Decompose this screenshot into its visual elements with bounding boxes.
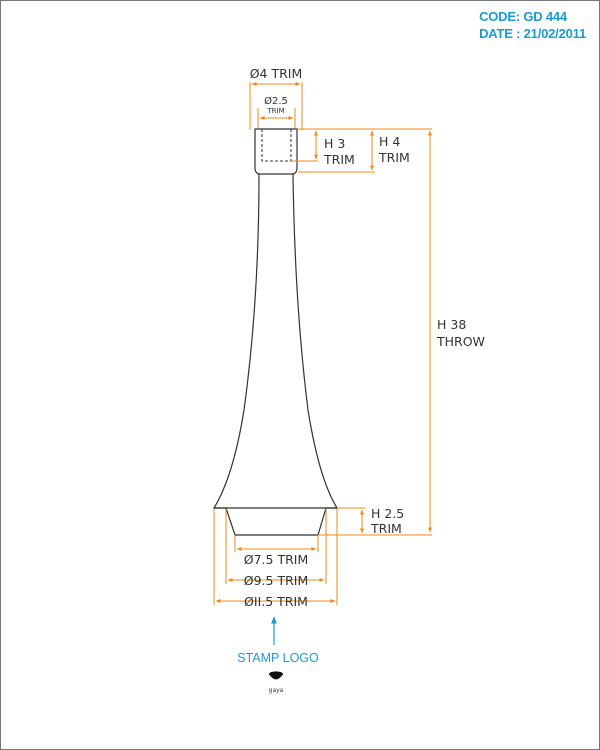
h3-value-label: H 3 — [324, 136, 345, 151]
h4-value-label: H 4 — [379, 134, 400, 149]
stamp-logo-label: STAMP LOGO — [237, 651, 319, 665]
diameter-7-5-label: Ø7.5 TRIM — [244, 552, 308, 567]
h4-trim-label: TRIM — [378, 150, 410, 165]
diameter-11-5-label: ØII.5 TRIM — [244, 594, 308, 609]
h25-trim-label: TRIM — [370, 521, 402, 536]
top-inner-trim-label: TRIM — [266, 107, 284, 115]
h38-value-label: H 38 — [437, 317, 466, 332]
gaya-logo-icon — [269, 671, 283, 680]
top-inner-diameter-label: Ø2.5 — [264, 95, 288, 107]
base-outline — [214, 507, 337, 536]
h25-value-label: H 2.5 — [371, 506, 404, 521]
dimension-lines — [213, 82, 432, 605]
object-outline — [212, 128, 339, 536]
head-inner-bore — [261, 129, 292, 162]
top-outer-diameter-label: Ø4 TRIM — [250, 66, 303, 81]
code-label: CODE: GD 444 — [479, 9, 567, 24]
logo-text: gaya — [269, 687, 284, 694]
h38-throw-label: THROW — [436, 334, 485, 349]
h3-trim-label: TRIM — [323, 152, 355, 167]
code-block: CODE: GD 444 DATE : 21/02/2011 — [479, 8, 586, 42]
diameter-9-5-label: Ø9.5 TRIM — [244, 573, 308, 588]
date-label: DATE : 21/02/2011 — [479, 26, 586, 41]
body-outline — [212, 173, 339, 509]
